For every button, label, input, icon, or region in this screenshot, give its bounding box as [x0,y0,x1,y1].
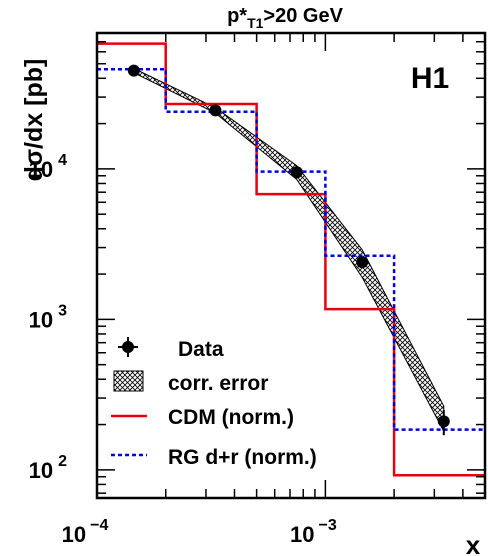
data-marker [209,104,222,117]
legend: Data corr. error CDM (norm.) RG d+r (nor… [111,337,317,469]
legend-item-cdm: CDM (norm.) [111,406,294,429]
legend-item-rg: RG d+r (norm.) [111,446,317,469]
y-axis-label: dσ/dx [pb] [20,59,48,182]
chart-title: p*T1>20 GeV [227,5,344,31]
y-tick-label: 10 4 [29,152,67,182]
data-point [290,166,303,179]
data-marker [290,166,303,179]
legend-label-corr-error: corr. error [168,372,268,395]
data-marker [356,256,369,269]
legend-label-data: Data [178,338,224,361]
legend-label-cdm: CDM (norm.) [168,406,294,429]
data-point [127,64,140,77]
legend-item-data: Data [118,337,224,361]
data-point [356,256,369,269]
experiment-label: H1 [411,62,449,95]
data-point [437,409,450,436]
plot-frame [95,31,487,500]
x-tick-label: 10 −4 [62,517,109,547]
y-tick-label: 10 2 [29,453,67,483]
x-axis-label: x [466,530,481,556]
x-tick-label: 10 −3 [290,517,337,547]
data-marker [127,64,140,77]
y-tick-label: 10 3 [29,302,67,332]
data-marker [437,415,450,428]
legend-label-rg: RG d+r (norm.) [168,446,317,469]
data-point [209,104,222,117]
legend-item-corr-error: corr. error [113,370,268,395]
